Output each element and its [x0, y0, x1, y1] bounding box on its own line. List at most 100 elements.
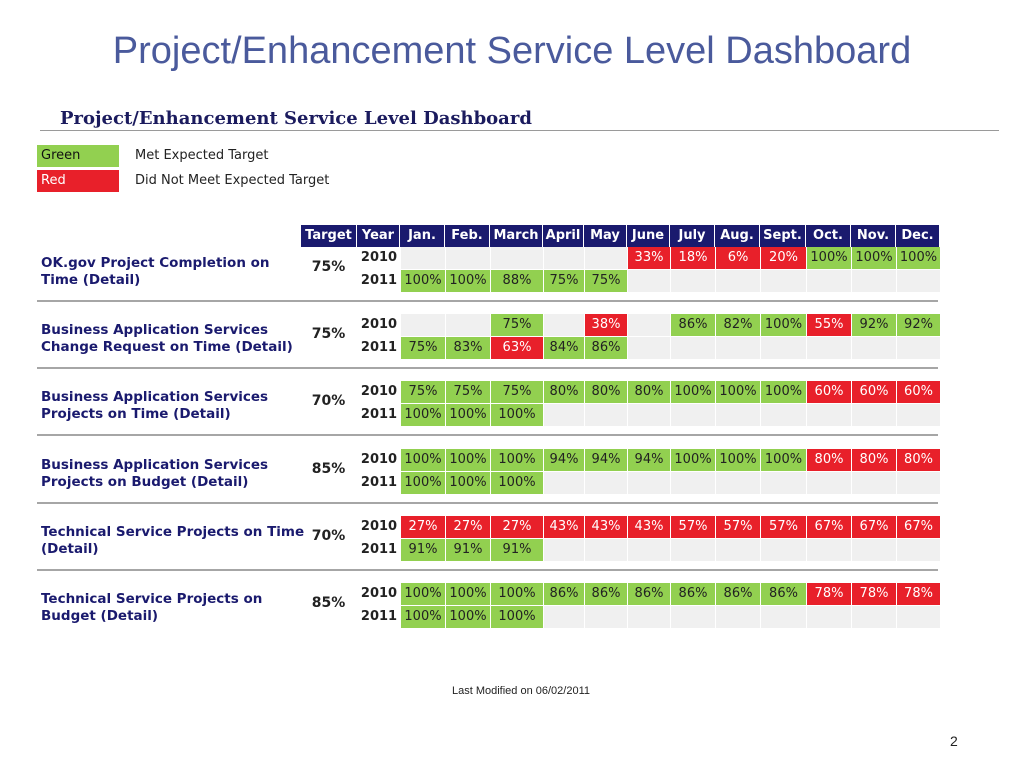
- metric-name-link[interactable]: Technical Service Projects on Budget (De…: [41, 591, 263, 624]
- slide-title: Project/Enhancement Service Level Dashbo…: [112, 30, 912, 72]
- year-row: 2010 100% 100% 100% 94% 94% 94% 100% 100% 100% 80%…: [358, 449, 941, 471]
- value-cell: [897, 337, 940, 359]
- value-cell: [716, 404, 760, 426]
- header-cell-june: June: [627, 225, 669, 247]
- header-cell-aug: Aug.: [715, 225, 759, 247]
- value-cell: 100%: [491, 583, 543, 605]
- section-divider: [37, 367, 938, 369]
- value-cell: 57%: [716, 516, 760, 538]
- metric-name-link[interactable]: OK.gov Project Completion on Time (Detai…: [41, 255, 270, 288]
- year-row: 2010 75% 38% 86% 82% 100% 55% 92% 92%: [358, 314, 941, 336]
- value-cell: 80%: [807, 449, 851, 471]
- year-cell: 2011: [360, 340, 398, 355]
- value-cell: 100%: [446, 270, 490, 292]
- value-cell: [585, 472, 627, 494]
- header-cell-sept: Sept.: [760, 225, 805, 247]
- value-cell: 100%: [761, 449, 806, 471]
- value-cell: 57%: [761, 516, 806, 538]
- value-cell: [807, 270, 851, 292]
- metric-name-link[interactable]: Business Application Services Projects o…: [41, 457, 269, 490]
- value-cell: [446, 247, 490, 269]
- value-cell: [852, 337, 896, 359]
- value-cell: 6%: [716, 247, 760, 269]
- value-cell: 80%: [585, 381, 627, 403]
- dashboard-subtitle: Project/Enhancement Service Level Dashbo…: [60, 108, 532, 129]
- value-cell: 100%: [401, 270, 445, 292]
- year-cell: 2010: [360, 250, 398, 265]
- metric-target: 85%: [311, 461, 346, 477]
- value-cell: 38%: [585, 314, 627, 336]
- value-cell: [716, 337, 760, 359]
- year-row: 2011 100% 100% 100%: [358, 606, 941, 628]
- value-cell: 94%: [544, 449, 584, 471]
- metric-name-link[interactable]: Business Application Services Change Req…: [41, 322, 293, 355]
- legend-swatch-green: Green: [37, 145, 119, 167]
- value-cell: 55%: [807, 314, 851, 336]
- metric-name-link[interactable]: Technical Service Projects on Time (Deta…: [41, 524, 305, 557]
- metric-block: Business Application Services Change Req…: [0, 314, 1024, 374]
- table-header-row: Target Year Jan. Feb. March April May June July A…: [301, 225, 940, 247]
- value-cell: [628, 606, 670, 628]
- value-cell: 80%: [544, 381, 584, 403]
- value-cell: 91%: [446, 539, 490, 561]
- value-cell: 75%: [446, 381, 490, 403]
- value-cell: [671, 539, 715, 561]
- value-cell: [897, 270, 940, 292]
- year-row: 2011 100% 100% 100%: [358, 472, 941, 494]
- value-cell: 86%: [671, 583, 715, 605]
- value-cell: [761, 337, 806, 359]
- section-divider: [37, 502, 938, 504]
- value-cell: [716, 270, 760, 292]
- value-cell: [585, 539, 627, 561]
- value-cell: [544, 404, 584, 426]
- metric-target: 75%: [311, 326, 346, 342]
- value-cell: 75%: [544, 270, 584, 292]
- value-cell: 43%: [544, 516, 584, 538]
- value-cell: [544, 472, 584, 494]
- value-cell: [761, 270, 806, 292]
- header-cell-dec: Dec.: [896, 225, 939, 247]
- legend-description-red: Did Not Meet Expected Target: [135, 173, 330, 188]
- year-cell: 2010: [360, 452, 398, 467]
- value-cell: 18%: [671, 247, 715, 269]
- value-cell: [807, 404, 851, 426]
- value-cell: [628, 314, 670, 336]
- value-cell: 78%: [897, 583, 940, 605]
- value-cell: [852, 539, 896, 561]
- value-cell: 80%: [628, 381, 670, 403]
- last-modified-note: Last Modified on 06/02/2011: [451, 685, 590, 697]
- value-cell: 100%: [446, 404, 490, 426]
- value-cell: [585, 606, 627, 628]
- subtitle-rule: [40, 130, 999, 131]
- value-cell: 75%: [491, 314, 543, 336]
- value-cell: [852, 472, 896, 494]
- value-cell: 100%: [671, 381, 715, 403]
- value-cell: 86%: [671, 314, 715, 336]
- year-row: 2011 75% 83% 63% 84% 86%: [358, 337, 941, 359]
- year-row: 2010 75% 75% 75% 80% 80% 80% 100% 100% 100% 60% 60%…: [358, 381, 941, 403]
- value-cell: 100%: [761, 314, 806, 336]
- value-cell: 67%: [852, 516, 896, 538]
- value-cell: [628, 337, 670, 359]
- year-row: 2011 100% 100% 100%: [358, 404, 941, 426]
- metric-name-link[interactable]: Business Application Services Projects o…: [41, 389, 269, 422]
- value-cell: 67%: [807, 516, 851, 538]
- header-cell-feb: Feb.: [445, 225, 489, 247]
- value-cell: 67%: [897, 516, 940, 538]
- year-cell: 2011: [360, 475, 398, 490]
- header-cell-july: July: [670, 225, 714, 247]
- year-cell: 2011: [360, 542, 398, 557]
- legend-description-green: Met Expected Target: [135, 148, 269, 163]
- value-cell: 100%: [491, 404, 543, 426]
- value-cell: 94%: [585, 449, 627, 471]
- value-cell: 80%: [852, 449, 896, 471]
- value-cell: 86%: [716, 583, 760, 605]
- page-number: 2: [950, 733, 958, 749]
- value-cell: 27%: [401, 516, 445, 538]
- value-cell: [491, 247, 543, 269]
- year-row: 2010 100% 100% 100% 86% 86% 86% 86% 86% 86% 78% 78%…: [358, 583, 941, 605]
- value-cell: [852, 404, 896, 426]
- value-cell: 100%: [401, 606, 445, 628]
- value-cell: [761, 539, 806, 561]
- value-cell: 75%: [401, 337, 445, 359]
